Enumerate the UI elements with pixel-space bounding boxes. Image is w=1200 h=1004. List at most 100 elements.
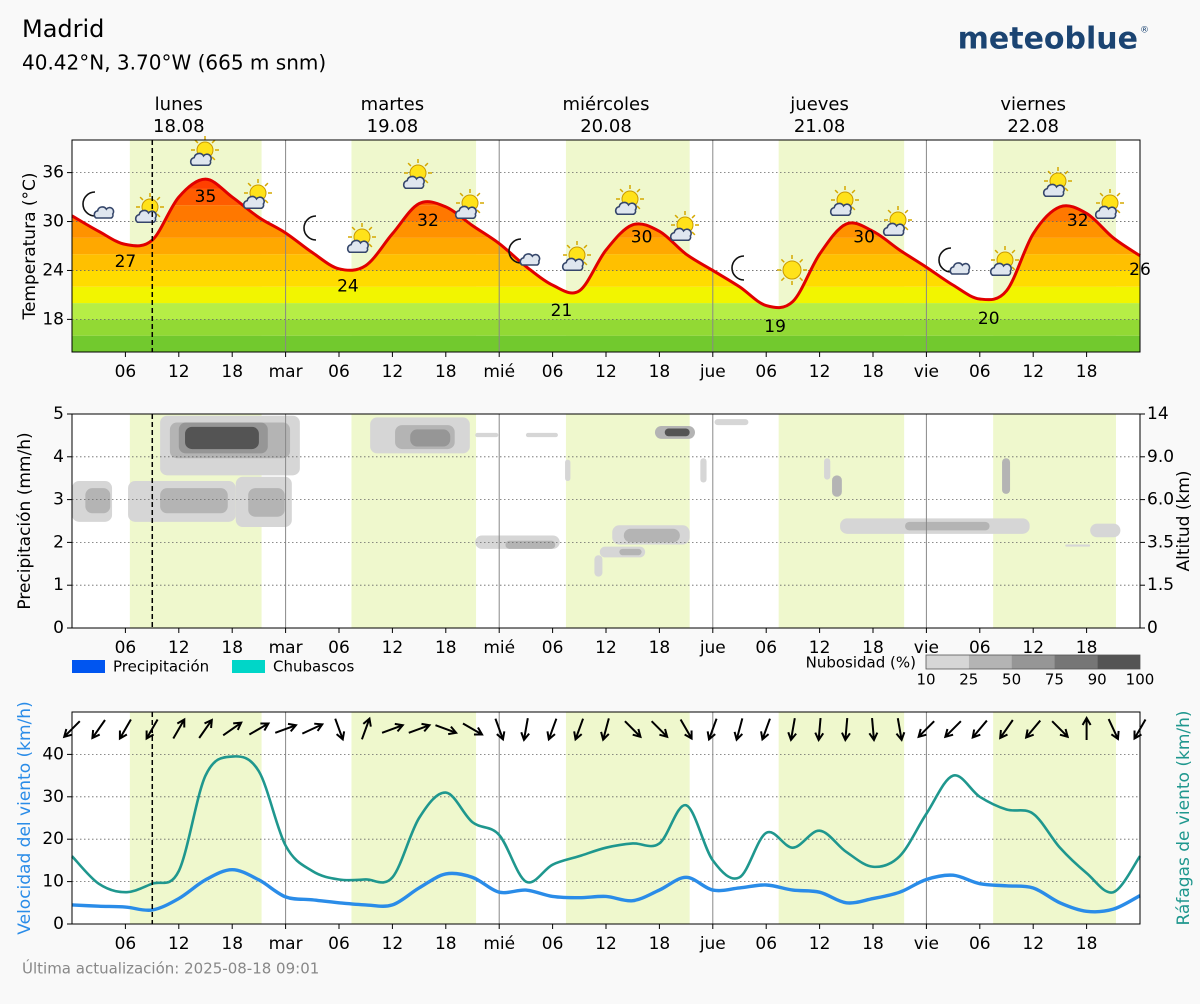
wind-arrow: [520, 717, 530, 742]
x-tick-label: 12: [595, 934, 617, 954]
wind-arrow: [172, 717, 186, 740]
gust-line: [71, 755, 1142, 894]
wind-arrow: [334, 718, 346, 742]
sun-ray: [780, 258, 785, 263]
panel: [72, 712, 1140, 924]
x-tick-label: 12: [168, 638, 190, 658]
y2-tick-label: 0: [1147, 618, 1158, 638]
x-tick-label: 18: [862, 362, 884, 382]
y2-axis-label: Altitud (km): [1174, 470, 1194, 571]
sun-ray: [368, 243, 373, 248]
cloud-cover: [248, 488, 285, 517]
legend-label: Chubascos: [273, 658, 354, 676]
x-tick-label: 12: [1022, 638, 1044, 658]
x-tick-label: 18: [862, 638, 884, 658]
wind-arrow: [1107, 718, 1120, 741]
y-axis-label: Velocidad del viento (km/h): [15, 701, 35, 934]
cloud-cover: [410, 429, 451, 447]
cloud: [669, 227, 692, 242]
wind-arrow: [1081, 715, 1092, 740]
sun-ray: [691, 231, 696, 236]
x-tick-label: 18: [1076, 638, 1098, 658]
cloud: [402, 175, 425, 190]
temperature-label: 20: [978, 309, 1000, 329]
x-tick-label: 18: [435, 638, 457, 658]
sun-ray: [1116, 209, 1121, 214]
sun-ray: [1064, 187, 1069, 192]
cloud-legend-swatch: [968, 655, 1012, 669]
sun-ray: [674, 214, 679, 219]
sun-ray: [636, 205, 641, 210]
sun-ray: [636, 188, 641, 193]
wind-arrow: [381, 722, 405, 734]
day-name: lunes: [155, 94, 203, 115]
x-tick-label: 12: [595, 638, 617, 658]
cloud: [561, 257, 584, 272]
x-tick-label: 12: [595, 362, 617, 382]
sun-ray: [1064, 170, 1069, 175]
temperature-band: [72, 286, 1140, 304]
y-tick-label: 1: [53, 575, 64, 595]
x-tick-label: 06: [969, 362, 991, 382]
cloud-legend-frame: [925, 654, 1141, 670]
cloud-legend-tick: 25: [959, 671, 978, 689]
cloud-legend-tick: 75: [1045, 671, 1064, 689]
y-axis-label: Temperatura (°C): [20, 172, 40, 320]
y-tick-label: 36: [42, 163, 64, 183]
x-tick-label: 18: [221, 638, 243, 658]
x-tick-label: 06: [328, 934, 350, 954]
cloud: [519, 253, 541, 266]
cloud-cover: [824, 458, 831, 480]
x-tick-label: 06: [969, 638, 991, 658]
cloud-legend-swatch: [1097, 655, 1140, 669]
sun-ray: [156, 196, 161, 201]
x-tick-label: 12: [809, 362, 831, 382]
wind-arrow: [733, 718, 744, 742]
x-tick-label: vie: [914, 934, 939, 954]
daylight-band: [565, 414, 690, 628]
x-tick-label: 06: [328, 638, 350, 658]
temperature-label: 32: [1067, 211, 1089, 231]
cloud-cover: [664, 428, 690, 437]
x-tick-label: 18: [649, 362, 671, 382]
y-tick-label: 20: [42, 829, 64, 849]
x-tick-label: 12: [382, 638, 404, 658]
daylight-band: [351, 712, 477, 924]
y-tick-label: 30: [42, 212, 64, 232]
sun-ray: [904, 226, 909, 231]
cloud-cover: [623, 528, 680, 543]
x-tick-label: 06: [755, 362, 777, 382]
wind-arrow: [706, 718, 718, 742]
daylight-band: [565, 712, 690, 924]
wind-arrow: [1024, 719, 1042, 739]
cloud-legend-swatch: [1011, 655, 1055, 669]
temperature-label: 19: [764, 317, 786, 337]
x-tick-label: 12: [1022, 362, 1044, 382]
sun-ray: [887, 209, 892, 214]
y-tick-label: 4: [53, 447, 64, 467]
cloud-legend-tick: 50: [1002, 671, 1021, 689]
y-tick-label: 40: [42, 744, 64, 764]
wind-arrow: [301, 722, 325, 735]
x-tick-label: 12: [809, 638, 831, 658]
day-name: jueves: [789, 94, 849, 115]
wind-arrow: [624, 720, 642, 739]
wind-arrow: [841, 717, 851, 742]
wind-arrow: [222, 721, 243, 737]
x-tick-label: 06: [542, 362, 564, 382]
y-tick-label: 24: [42, 260, 64, 280]
wind-arrow: [198, 718, 213, 739]
wind-arrow: [91, 719, 106, 740]
sun: [782, 260, 802, 280]
day-name: miércoles: [563, 94, 650, 115]
y2-tick-label: 9.0: [1147, 447, 1174, 467]
x-tick-label: vie: [914, 362, 939, 382]
sun-ray: [1011, 249, 1016, 254]
sun-ray: [459, 192, 464, 197]
y2-tick-label: 3.5: [1147, 532, 1174, 552]
cloud: [93, 206, 115, 219]
daylight-band: [129, 712, 262, 924]
x-tick-label: 18: [862, 934, 884, 954]
x-tick-label: mar: [269, 638, 303, 658]
